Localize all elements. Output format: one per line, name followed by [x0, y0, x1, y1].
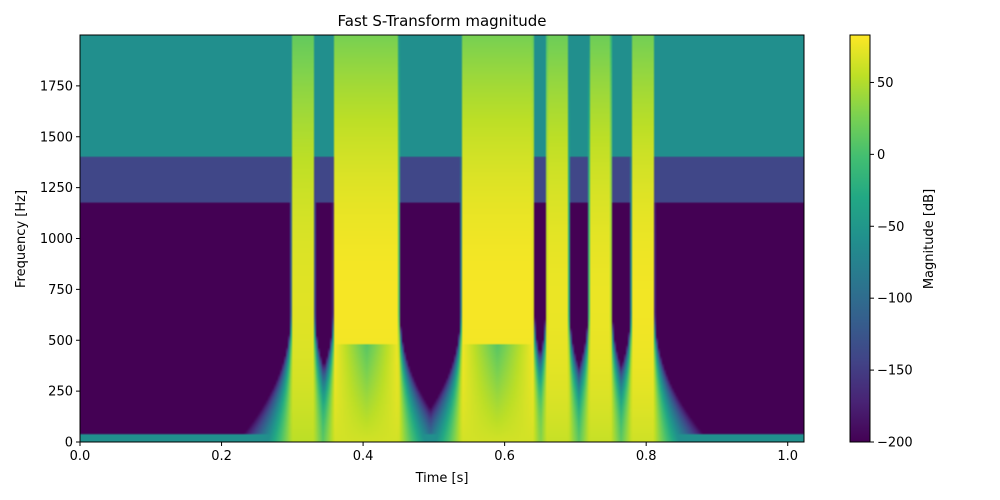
colorbar-tick-label: 0 — [877, 148, 885, 163]
colorbar-tick-label: −50 — [877, 220, 904, 235]
colorbar-tick-label: −200 — [877, 436, 913, 451]
heatmap-image — [80, 35, 804, 442]
x-tick-label: 0.2 — [211, 449, 232, 464]
x-tick-label: 0.8 — [636, 449, 657, 464]
colorbar-axis: 50 0 −50 −100 −150 −200 — [870, 76, 913, 451]
y-tick-label: 750 — [48, 283, 73, 298]
y-axis: 0 250 500 750 1000 1250 1500 1750 — [40, 79, 80, 451]
y-tick-label: 250 — [48, 385, 73, 400]
x-axis-label: Time [s] — [415, 471, 469, 486]
y-tick-label: 1250 — [40, 181, 73, 196]
y-tick-label: 1000 — [40, 232, 73, 247]
x-tick-label: 0.4 — [353, 449, 374, 464]
colorbar — [849, 34, 871, 443]
y-tick-label: 0 — [65, 436, 73, 451]
chart-title: Fast S-Transform magnitude — [338, 12, 547, 30]
x-axis: 0.0 0.2 0.4 0.6 0.8 1.0 — [70, 442, 798, 464]
y-tick-label: 500 — [48, 334, 73, 349]
colorbar-tick-label: 50 — [877, 76, 894, 91]
colorbar-tick-label: −150 — [877, 364, 913, 379]
y-tick-label: 1500 — [40, 130, 73, 145]
heatmap — [80, 35, 804, 442]
colorbar-label: Magnitude [dB] — [922, 189, 937, 289]
x-tick-label: 0.6 — [494, 449, 515, 464]
y-tick-label: 1750 — [40, 79, 73, 94]
x-tick-label: 1.0 — [777, 449, 798, 464]
colorbar-tick-label: −100 — [877, 292, 913, 307]
x-tick-label: 0.0 — [70, 449, 91, 464]
y-axis-label: Frequency [Hz] — [14, 190, 29, 288]
